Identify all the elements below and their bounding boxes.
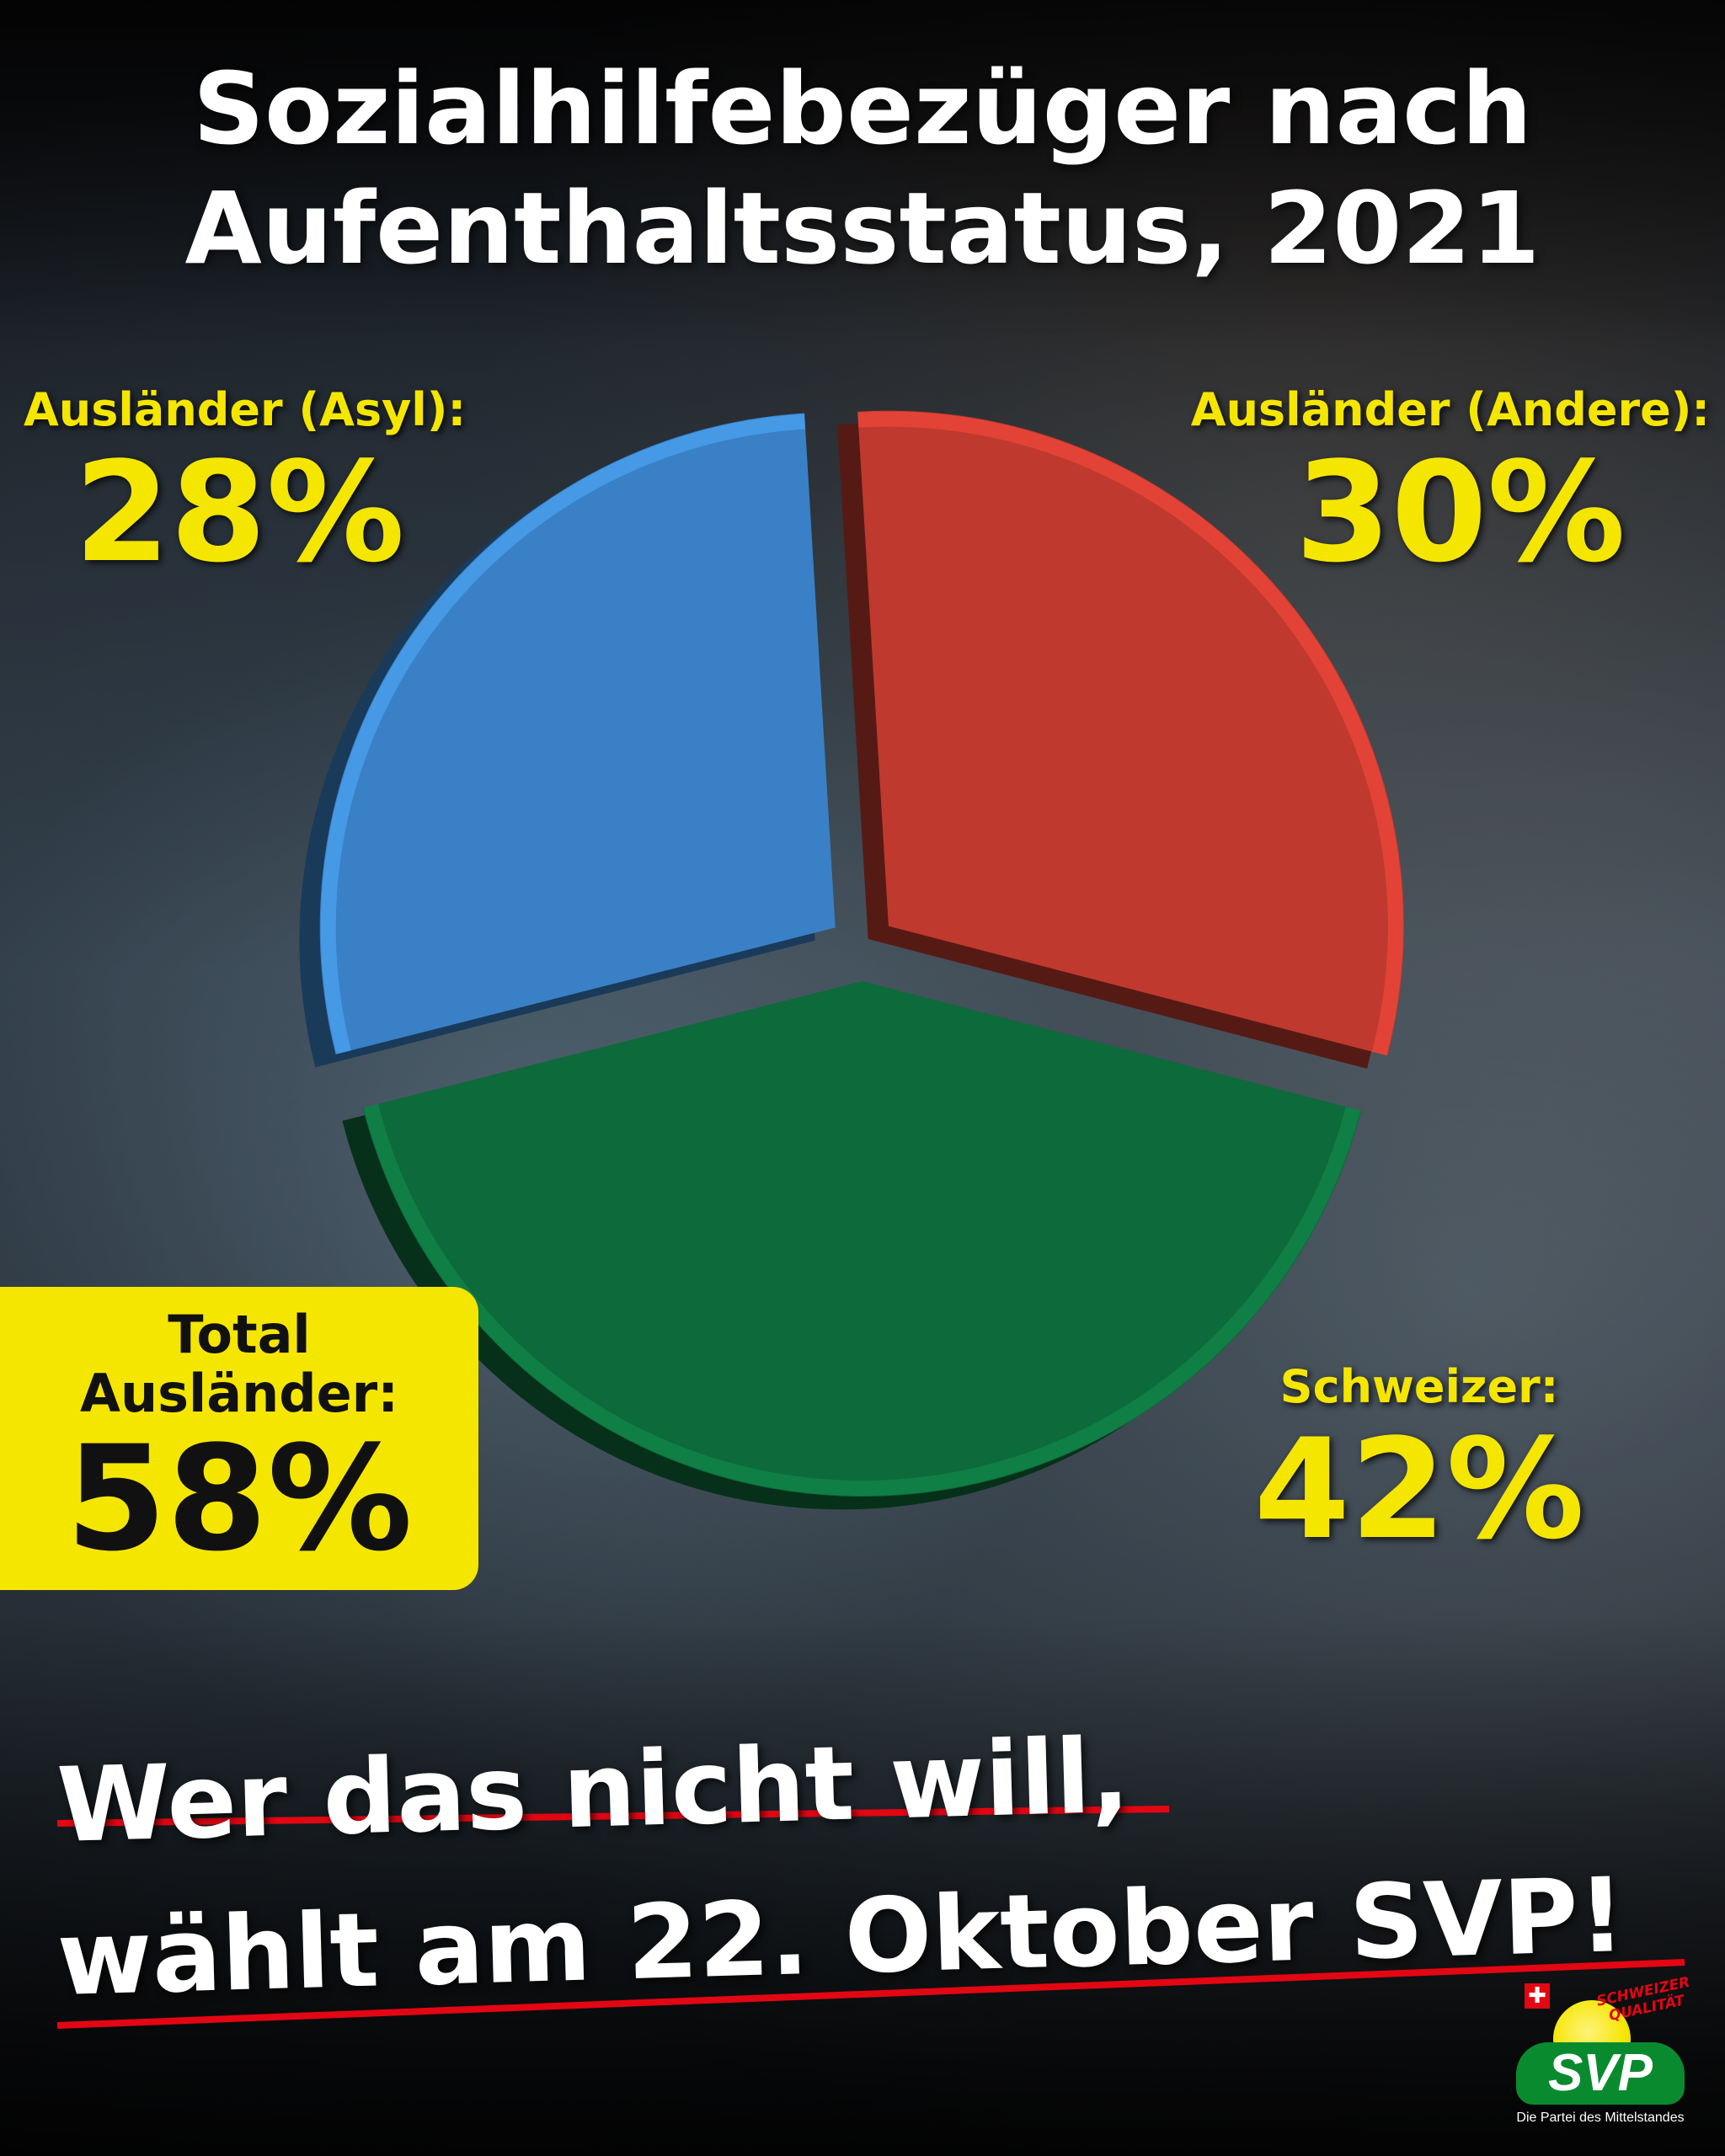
total-box-line-2: Ausländer: <box>79 1363 399 1424</box>
pie-slice-3 <box>299 413 836 1068</box>
label-schweizer-value: 42% <box>1253 1409 1585 1570</box>
total-foreigners-box: Total Ausländer: 58% <box>0 1287 478 1590</box>
underline-1 <box>56 1806 1170 1827</box>
title-line-2: Aufenthaltsstatus, 2021 <box>184 170 1541 286</box>
slogan: Wer das nicht will, wählt am 22. Oktober… <box>56 1716 1708 2030</box>
total-box-value: 58% <box>66 1414 413 1583</box>
title-line-1: Sozialhilfebezüger nach <box>192 51 1533 167</box>
swiss-flag-icon: ✚ <box>1525 1983 1550 2009</box>
label-schweizer-name: Schweizer: <box>1279 1360 1559 1413</box>
pie-slice-1 <box>836 410 1404 1069</box>
pie-slice-2-face <box>362 980 1362 1497</box>
pie-slice-3-rim <box>320 414 806 1054</box>
label-asyl-value: 28% <box>74 432 405 593</box>
page-title: Sozialhilfebezüger nach Aufenthaltsstatu… <box>0 49 1725 288</box>
underline-2 <box>56 1959 1685 2029</box>
label-schweizer: Schweizer: 42% <box>1221 1360 1617 1566</box>
label-andere-value: 30% <box>1295 432 1626 593</box>
total-box-line-1: Total <box>168 1304 311 1365</box>
logo-tagline: Die Partei des Mittelstandes <box>1516 2111 1685 2125</box>
logo-name: SVP <box>1516 2042 1685 2105</box>
quality-badge: SCHWEIZER QUALITÄT <box>1594 1973 1692 2025</box>
pie-slice-1-rim <box>857 411 1403 1056</box>
pie-slice-2 <box>342 980 1362 1510</box>
label-andere-name: Ausländer (Andere): <box>1190 383 1710 436</box>
svp-logo: ✚ SCHWEIZER QUALITÄT SVP Die Partei des … <box>1499 1973 1701 2143</box>
slogan-line-2: wählt am 22. Oktober SVP! <box>56 1855 1627 2019</box>
pie-slice-1-face <box>857 410 1404 1056</box>
label-andere: Ausländer (Andere): 30% <box>1146 383 1710 589</box>
pie-slice-3-face <box>319 413 836 1054</box>
label-asyl: Ausländer (Asyl): 28% <box>24 383 495 589</box>
label-asyl-name: Ausländer (Asyl): <box>24 383 467 436</box>
